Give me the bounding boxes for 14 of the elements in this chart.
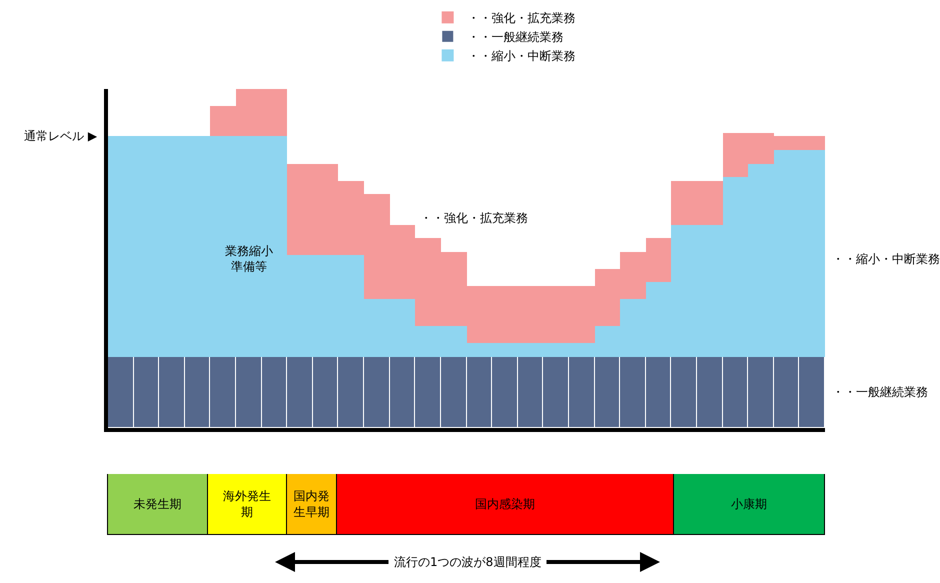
text: 流行の1つの波が8週間程度 <box>394 555 542 569</box>
annotation: 業務縮小準備等 <box>225 244 273 274</box>
text: ・・縮小・中断業務 <box>832 252 940 266</box>
annotation: ・・強化・拡充業務 <box>420 211 528 225</box>
text: ・・一般継続業務 <box>832 385 928 399</box>
series-label: 小康期 <box>731 497 767 511</box>
legend-label: ・・強化・拡充業務 <box>468 11 576 26</box>
legend-label: ・・一般継続業務 <box>468 30 564 44</box>
series-label: 国内発生早期 <box>294 489 330 519</box>
series-label: 国内感染期 <box>475 497 535 511</box>
legend-label: ・・縮小・中断業務 <box>468 49 576 64</box>
series-label: 未発生期 <box>134 497 182 511</box>
text: 通常レベル ▶ <box>24 129 98 143</box>
series-label: 海外発生期 <box>223 489 271 519</box>
